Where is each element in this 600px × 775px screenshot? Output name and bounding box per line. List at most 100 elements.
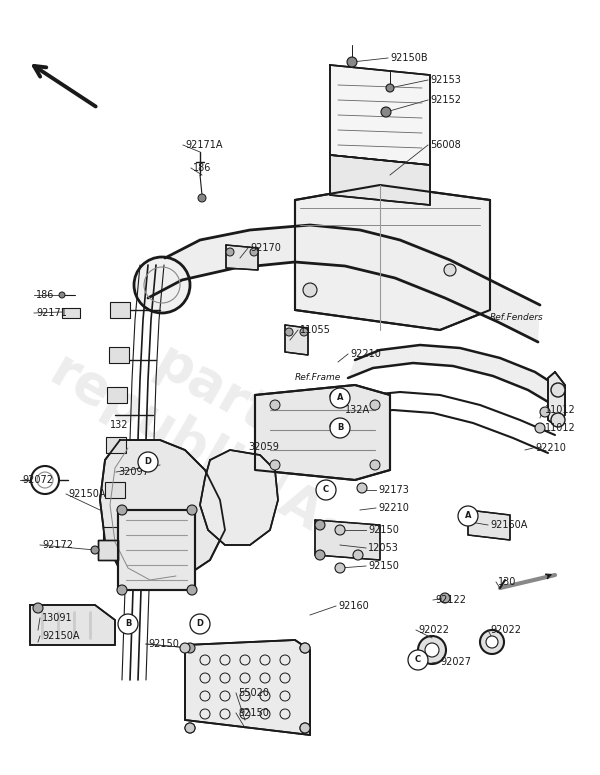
Text: 13091: 13091 [42,613,73,623]
Circle shape [370,400,380,410]
Circle shape [185,643,195,653]
Circle shape [458,506,478,526]
Text: 92210: 92210 [350,349,381,359]
Polygon shape [345,230,400,278]
Circle shape [187,585,197,595]
Text: 92150: 92150 [238,708,269,718]
Circle shape [347,57,357,67]
Circle shape [185,723,195,733]
Polygon shape [107,387,127,403]
Polygon shape [106,437,126,453]
Text: C: C [323,485,329,494]
Polygon shape [285,325,308,355]
Circle shape [117,505,127,515]
Polygon shape [330,65,430,165]
Text: 186: 186 [36,290,55,300]
Text: B: B [337,423,343,432]
Circle shape [335,563,345,573]
Circle shape [316,480,336,500]
Circle shape [138,452,158,472]
Circle shape [480,630,504,654]
Text: 92022: 92022 [418,625,449,635]
Circle shape [353,550,363,560]
Circle shape [118,614,138,634]
Polygon shape [185,640,310,735]
Circle shape [440,593,450,603]
Text: 186: 186 [193,163,211,173]
Text: 92153: 92153 [430,75,461,85]
Text: 92152: 92152 [430,95,461,105]
Text: 32059: 32059 [248,442,279,452]
Text: 11012: 11012 [545,405,576,415]
Polygon shape [395,240,450,298]
Polygon shape [373,345,420,368]
Text: C: C [415,656,421,664]
Polygon shape [30,605,115,645]
Text: Ref.Fenders: Ref.Fenders [490,314,544,322]
Text: parts-
republik|A~: parts- republik|A~ [40,293,400,567]
Circle shape [551,383,565,397]
Circle shape [300,643,310,653]
Text: 132A: 132A [345,405,370,415]
Circle shape [300,328,308,336]
Polygon shape [62,308,80,318]
Polygon shape [330,155,430,205]
Circle shape [540,407,550,417]
Circle shape [91,546,99,554]
Text: 92210: 92210 [378,503,409,513]
Polygon shape [548,372,565,425]
Text: 56008: 56008 [430,140,461,150]
Circle shape [270,400,280,410]
Circle shape [315,550,325,560]
Text: 12053: 12053 [368,543,399,553]
Polygon shape [109,347,128,363]
Circle shape [300,723,310,733]
Text: 92171: 92171 [36,308,67,318]
Polygon shape [295,185,490,330]
Text: 92150A: 92150A [68,489,106,499]
Circle shape [315,520,325,530]
Circle shape [226,248,234,256]
Circle shape [551,413,565,427]
Circle shape [330,418,350,438]
Text: 130: 130 [498,577,517,587]
Text: A: A [337,394,343,402]
Text: 55020: 55020 [238,688,269,698]
Circle shape [357,483,367,493]
Circle shape [330,421,340,431]
Polygon shape [348,350,380,378]
Circle shape [59,292,65,298]
Circle shape [303,283,317,297]
Circle shape [418,636,446,664]
Polygon shape [295,225,360,266]
Circle shape [270,460,280,470]
Polygon shape [118,510,195,590]
Circle shape [535,423,545,433]
Polygon shape [104,482,125,498]
Circle shape [330,388,350,408]
Text: 11055: 11055 [300,325,331,335]
Circle shape [134,257,190,313]
Circle shape [300,643,310,653]
Polygon shape [110,302,130,318]
Polygon shape [200,450,278,545]
Text: 92160A: 92160A [490,520,527,530]
Circle shape [142,457,152,467]
Circle shape [386,84,394,92]
Text: A: A [465,512,471,521]
Polygon shape [103,527,123,543]
Circle shape [444,264,456,276]
Polygon shape [528,372,560,406]
Text: 92150B: 92150B [390,53,428,63]
Text: 32097: 32097 [118,467,149,477]
Text: 92150: 92150 [368,525,399,535]
Circle shape [180,643,190,653]
Text: 92150: 92150 [368,561,399,571]
Polygon shape [453,348,500,376]
Text: B: B [125,619,131,629]
Polygon shape [445,260,500,322]
Circle shape [198,194,206,202]
Text: 92122: 92122 [435,595,466,605]
Polygon shape [226,245,258,270]
Polygon shape [235,225,310,268]
